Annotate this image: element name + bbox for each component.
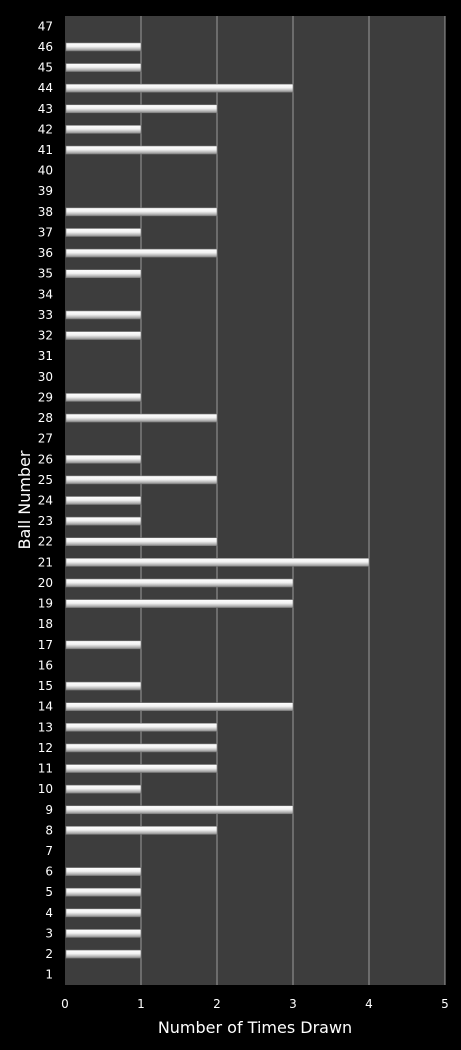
x-axis-title: Number of Times Drawn <box>158 1018 352 1037</box>
x-tick-label-2: 2 <box>213 997 221 1011</box>
y-tick-label-27: 27 <box>38 432 53 446</box>
bar-ball-10 <box>65 784 142 794</box>
y-tick-label-28: 28 <box>38 411 53 425</box>
bar-ball-26 <box>65 454 142 464</box>
bar-ball-38 <box>65 207 218 217</box>
bar-ball-15 <box>65 681 142 691</box>
bar-ball-36 <box>65 248 218 258</box>
y-tick-label-41: 41 <box>38 143 53 157</box>
y-tick-label-20: 20 <box>38 576 53 590</box>
bar-ball-12 <box>65 743 218 753</box>
y-tick-label-14: 14 <box>38 700 53 714</box>
bar-ball-9 <box>65 805 294 815</box>
y-tick-label-3: 3 <box>45 926 53 940</box>
bar-ball-22 <box>65 537 218 547</box>
y-tick-label-33: 33 <box>38 308 53 322</box>
bar-ball-45 <box>65 63 142 72</box>
y-tick-label-34: 34 <box>38 287 53 301</box>
bar-ball-28 <box>65 413 218 423</box>
y-tick-label-25: 25 <box>38 473 53 487</box>
bar-ball-20 <box>65 578 294 588</box>
bar-ball-25 <box>65 475 218 485</box>
y-tick-label-31: 31 <box>38 349 53 363</box>
y-tick-label-10: 10 <box>38 782 53 796</box>
bar-ball-6 <box>65 867 142 876</box>
y-tick-label-12: 12 <box>38 741 53 755</box>
y-tick-label-13: 13 <box>38 720 53 734</box>
y-tick-label-17: 17 <box>38 638 53 652</box>
bar-ball-33 <box>65 310 142 320</box>
y-tick-label-26: 26 <box>38 452 53 466</box>
x-tick-label-0: 0 <box>61 997 69 1011</box>
y-tick-label-22: 22 <box>38 535 53 549</box>
y-tick-label-6: 6 <box>45 865 53 879</box>
bar-ball-13 <box>65 722 218 732</box>
y-axis-title: Ball Number <box>15 450 34 549</box>
y-tick-label-35: 35 <box>38 267 53 281</box>
bar-ball-32 <box>65 331 142 340</box>
bar-ball-5 <box>65 887 142 897</box>
bar-ball-44 <box>65 83 294 93</box>
bar-ball-11 <box>65 764 218 773</box>
y-tick-label-1: 1 <box>45 968 53 982</box>
y-tick-label-11: 11 <box>38 762 53 776</box>
bars <box>65 42 370 959</box>
bar-ball-8 <box>65 826 218 835</box>
y-tick-label-44: 44 <box>38 81 53 95</box>
y-tick-label-45: 45 <box>38 61 53 75</box>
y-tick-label-36: 36 <box>38 246 53 260</box>
bar-ball-14 <box>65 702 294 711</box>
bar-ball-2 <box>65 949 142 959</box>
y-tick-label-7: 7 <box>45 844 53 858</box>
y-tick-label-19: 19 <box>38 597 53 611</box>
y-tick-label-37: 37 <box>38 225 53 239</box>
bar-ball-17 <box>65 640 142 650</box>
y-tick-label-39: 39 <box>38 184 53 198</box>
x-tick-label-3: 3 <box>289 997 297 1011</box>
y-tick-label-38: 38 <box>38 205 53 219</box>
bar-ball-46 <box>65 42 142 52</box>
y-tick-label-16: 16 <box>38 658 53 672</box>
y-tick-label-32: 32 <box>38 329 53 343</box>
bar-ball-3 <box>65 929 142 938</box>
x-tick-label-1: 1 <box>137 997 145 1011</box>
x-tick-label-4: 4 <box>365 997 373 1011</box>
x-tick-labels: 0 1 2 3 4 5 <box>61 997 449 1011</box>
bar-ball-24 <box>65 496 142 505</box>
x-tick-label-5: 5 <box>441 997 449 1011</box>
bar-ball-37 <box>65 228 142 237</box>
gridlines <box>140 16 446 985</box>
y-tick-label-47: 47 <box>38 19 53 33</box>
y-tick-labels: 1234567891011121314151617181920212223242… <box>38 19 53 981</box>
bar-ball-42 <box>65 125 142 134</box>
y-tick-label-40: 40 <box>38 164 53 178</box>
y-tick-label-9: 9 <box>45 803 53 817</box>
y-tick-label-29: 29 <box>38 390 53 404</box>
y-tick-label-24: 24 <box>38 494 53 508</box>
y-tick-label-21: 21 <box>38 555 53 569</box>
bar-ball-4 <box>65 908 142 918</box>
bar-ball-35 <box>65 269 142 279</box>
bar-ball-41 <box>65 145 218 155</box>
y-tick-label-15: 15 <box>38 679 53 693</box>
y-tick-label-30: 30 <box>38 370 53 384</box>
y-tick-label-43: 43 <box>38 102 53 116</box>
y-tick-label-23: 23 <box>38 514 53 528</box>
y-tick-label-18: 18 <box>38 617 53 631</box>
bar-ball-21 <box>65 558 370 567</box>
y-tick-label-5: 5 <box>45 885 53 899</box>
y-tick-label-4: 4 <box>45 906 53 920</box>
bar-ball-19 <box>65 599 294 608</box>
y-tick-label-46: 46 <box>38 40 53 54</box>
bar-ball-43 <box>65 104 218 114</box>
bar-ball-23 <box>65 516 142 526</box>
y-tick-label-8: 8 <box>45 823 53 837</box>
bar-ball-29 <box>65 393 142 402</box>
y-tick-label-42: 42 <box>38 122 53 136</box>
y-tick-label-2: 2 <box>45 947 53 961</box>
